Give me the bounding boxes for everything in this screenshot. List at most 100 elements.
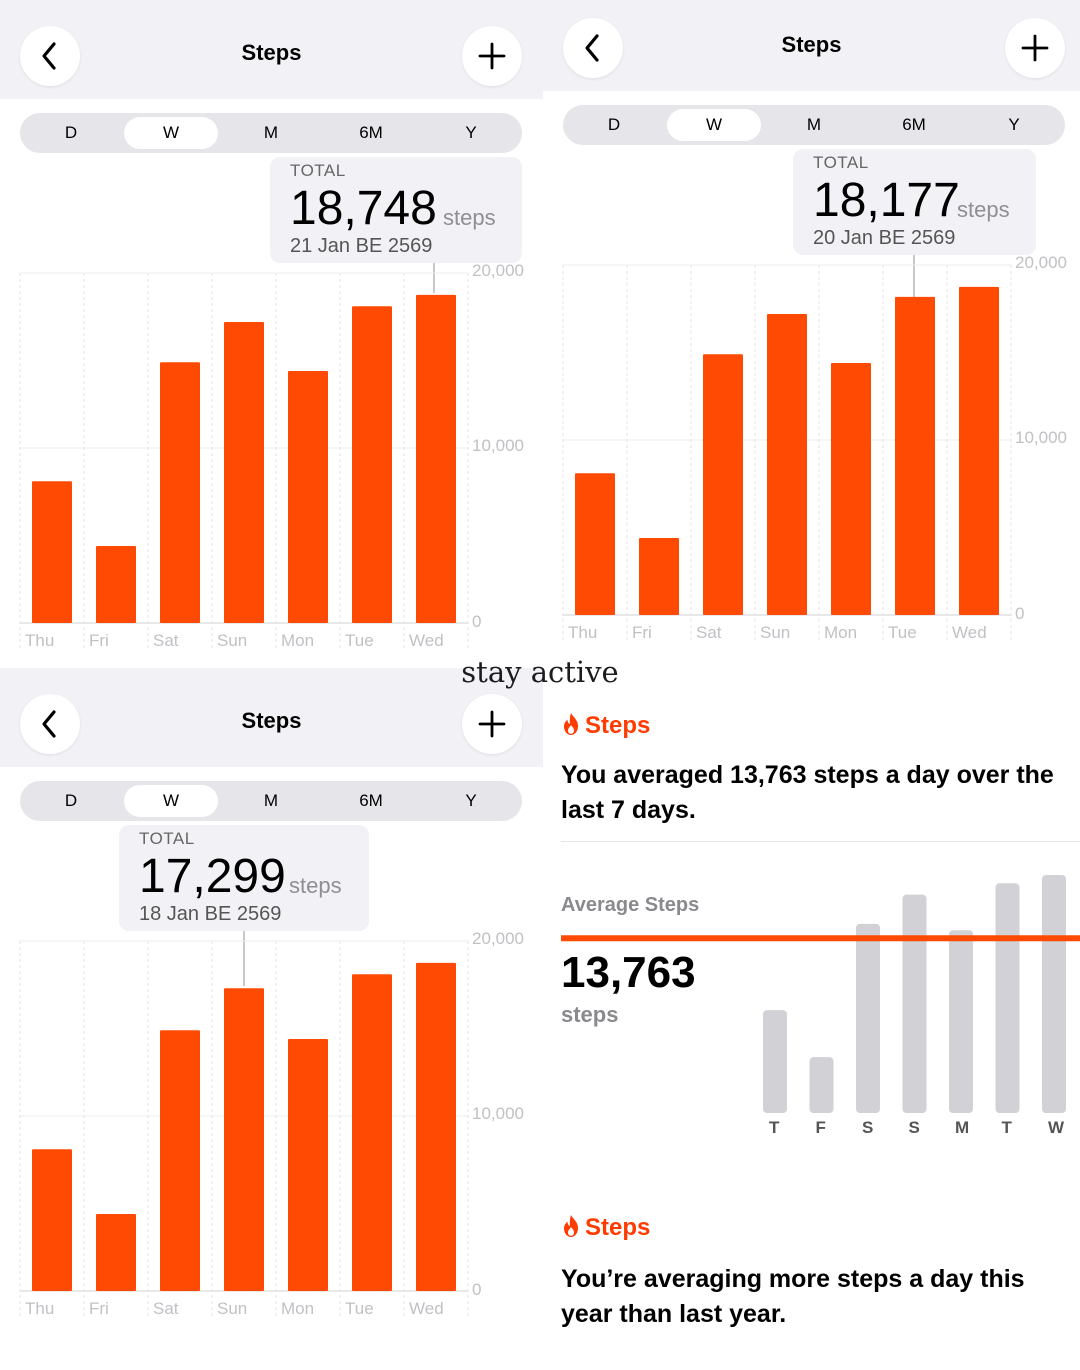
mini-x-label: T <box>769 1118 780 1137</box>
card-heading: Steps <box>561 712 650 740</box>
x-tick-label: Mon <box>281 631 315 650</box>
x-tick-label: Wed <box>409 1299 444 1318</box>
flame-icon <box>564 713 578 735</box>
x-tick-label: Thu <box>25 1299 55 1318</box>
average-unit: steps <box>561 1002 619 1027</box>
mini-bar <box>763 1010 787 1113</box>
steps-trend-card[interactable]: Steps You’re averaging more steps a day … <box>543 1190 1080 1370</box>
x-tick-label: Sun <box>760 623 791 642</box>
x-tick-label: Tue <box>345 1299 374 1318</box>
x-tick-label: Wed <box>952 623 987 642</box>
mini-bar <box>949 930 973 1113</box>
bar-thu <box>575 473 615 615</box>
mini-bar-chart <box>561 875 1080 1113</box>
summary-unit: steps <box>289 873 342 898</box>
mini-bar <box>995 883 1020 1113</box>
segment-month[interactable]: M <box>263 123 279 142</box>
segment-week[interactable]: W <box>124 785 218 817</box>
bar-mon <box>831 363 871 615</box>
mini-x-label: F <box>815 1118 826 1137</box>
segment-week[interactable]: W <box>667 109 761 141</box>
bar-sun <box>224 322 264 623</box>
bar-fri <box>639 538 679 615</box>
mini-x-label: M <box>955 1118 970 1137</box>
summary-label: TOTAL <box>139 829 195 848</box>
bar-chart-canvas <box>19 272 469 651</box>
x-tick-label: Wed <box>409 631 444 650</box>
card-divider <box>561 841 1080 842</box>
steps-screen: Steps D W M 6M Y TOTAL 17,299 steps 18 J… <box>0 668 543 1352</box>
page-title: Steps <box>241 708 302 733</box>
card-heading-label: Steps <box>585 712 651 739</box>
y-tick-label: 20,000 <box>472 929 524 948</box>
x-tick-label: Thu <box>568 623 598 642</box>
segment-6-months[interactable]: 6M <box>902 115 926 134</box>
bar-sun <box>224 988 264 1291</box>
range-segmented-control: D W M 6M Y <box>20 113 522 153</box>
chevron-left-icon <box>42 710 56 738</box>
add-button[interactable] <box>1005 18 1065 78</box>
x-tick-label: Mon <box>824 623 858 642</box>
summary-date: 20 Jan BE 2569 <box>813 227 956 249</box>
bar-thu <box>32 481 72 623</box>
y-tick-label: 0 <box>472 1280 482 1299</box>
range-segmented-control: D W M 6M Y <box>20 781 522 821</box>
back-button[interactable] <box>20 694 80 754</box>
segment-month[interactable]: M <box>806 115 822 134</box>
segment-day[interactable]: D <box>607 115 621 134</box>
x-tick-label: Tue <box>888 623 917 642</box>
x-tick-label: Sat <box>153 1299 179 1318</box>
bar-sat <box>160 1030 200 1291</box>
summary-date: 21 Jan BE 2569 <box>290 235 433 257</box>
selection-leader-line <box>243 931 245 986</box>
segment-year[interactable]: Y <box>465 123 477 142</box>
bar-wed <box>416 294 456 623</box>
bar-wed <box>416 962 456 1291</box>
segment-6-months[interactable]: 6M <box>359 123 383 142</box>
mini-bar <box>809 1057 834 1113</box>
add-button[interactable] <box>462 26 522 86</box>
x-tick-label: Fri <box>632 623 652 642</box>
bar-tue <box>352 306 392 623</box>
x-tick-label: Fri <box>89 631 109 650</box>
back-button[interactable] <box>563 18 623 78</box>
plus-icon <box>478 710 506 738</box>
chevron-left-icon <box>42 42 56 70</box>
bar-wed <box>959 286 999 615</box>
segment-year[interactable]: Y <box>465 791 477 810</box>
summary-label: TOTAL <box>290 161 346 180</box>
bar-fri <box>96 546 136 623</box>
mini-x-label: W <box>1048 1118 1065 1137</box>
selection-leader-line <box>913 255 915 297</box>
bar-mon <box>288 371 328 623</box>
mini-x-label: T <box>1001 1118 1012 1137</box>
add-button[interactable] <box>462 694 522 754</box>
segment-day[interactable]: D <box>64 123 78 142</box>
bar-tue <box>352 974 392 1291</box>
segment-year[interactable]: Y <box>1008 115 1020 134</box>
caption-text: stay active <box>461 655 619 689</box>
card-message: You averaged 13,763 steps a day over the… <box>561 761 1054 824</box>
selection-summary: TOTAL 18,748 steps 21 Jan BE 2569 <box>270 157 522 263</box>
segment-month[interactable]: M <box>263 791 279 810</box>
card-heading: Steps <box>561 1214 650 1242</box>
bar-chart-canvas <box>562 264 1012 643</box>
selection-summary: TOTAL 17,299 steps 18 Jan BE 2569 <box>119 825 369 931</box>
bar-mon <box>288 1039 328 1291</box>
back-button[interactable] <box>20 26 80 86</box>
page-title: Steps <box>781 32 842 57</box>
nav-header: Steps <box>0 0 543 99</box>
summary-label: TOTAL <box>813 153 869 172</box>
x-tick-label: Fri <box>89 1299 109 1318</box>
bar-fri <box>96 1214 136 1291</box>
steps-screen: Steps D W M 6M Y TOTAL 18,748 steps 21 J… <box>0 0 543 662</box>
summary-value: 18,748 <box>290 182 437 235</box>
segment-6-months[interactable]: 6M <box>359 791 383 810</box>
mini-bar <box>1042 875 1066 1113</box>
steps-highlight-card[interactable]: Steps You averaged 13,763 steps a day ov… <box>543 688 1080 1170</box>
bar-tue <box>895 296 935 615</box>
summary-unit: steps <box>957 197 1010 222</box>
segment-week[interactable]: W <box>124 117 218 149</box>
segment-day[interactable]: D <box>64 791 78 810</box>
x-tick-label: Tue <box>345 631 374 650</box>
